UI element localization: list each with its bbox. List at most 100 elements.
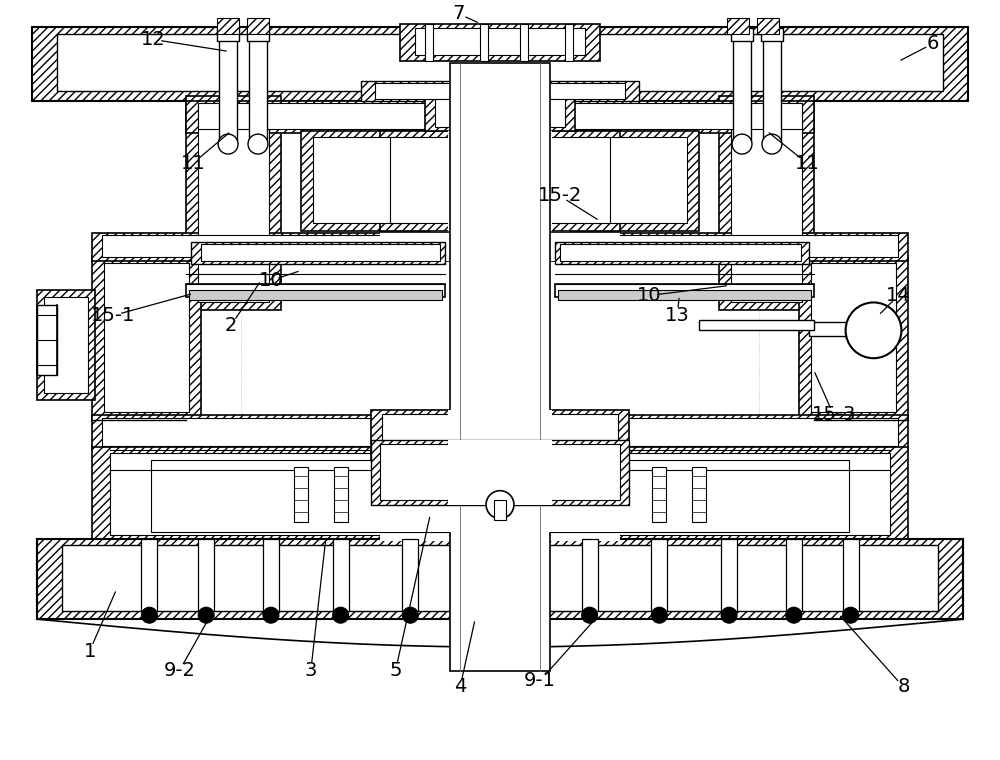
Bar <box>186 101 814 133</box>
Text: 15-2: 15-2 <box>538 186 582 205</box>
Bar <box>334 467 348 521</box>
Text: 3: 3 <box>305 661 317 680</box>
Circle shape <box>786 607 802 623</box>
Bar <box>380 444 620 499</box>
Bar <box>425 24 433 62</box>
Bar <box>448 410 552 465</box>
Circle shape <box>846 302 901 358</box>
Bar <box>400 24 600 62</box>
Circle shape <box>651 607 667 623</box>
Text: 10: 10 <box>637 286 662 305</box>
Bar <box>582 540 598 611</box>
Text: 1: 1 <box>83 641 96 660</box>
Bar <box>151 460 849 531</box>
Bar <box>301 131 430 231</box>
Bar <box>37 306 57 375</box>
Bar <box>201 244 440 261</box>
Bar <box>520 24 528 62</box>
Bar <box>425 97 575 131</box>
Bar <box>37 540 963 619</box>
Text: 5: 5 <box>389 661 402 680</box>
Circle shape <box>198 607 214 623</box>
Circle shape <box>721 607 737 623</box>
Bar <box>757 17 779 33</box>
Text: 12: 12 <box>141 30 166 49</box>
Bar <box>294 467 308 521</box>
Circle shape <box>402 607 418 623</box>
Text: 9-2: 9-2 <box>163 661 195 680</box>
Text: 11: 11 <box>794 154 819 173</box>
Bar <box>371 410 629 465</box>
Bar <box>786 540 802 611</box>
Bar <box>560 244 801 261</box>
Bar <box>448 440 552 505</box>
Bar <box>333 540 349 611</box>
Bar <box>555 242 809 264</box>
Bar <box>435 100 565 127</box>
Bar <box>582 137 687 223</box>
Bar <box>380 460 620 531</box>
Circle shape <box>582 607 598 623</box>
Bar <box>450 63 550 671</box>
Bar <box>570 131 699 231</box>
Bar <box>565 24 573 62</box>
Circle shape <box>218 134 238 154</box>
Bar <box>104 263 189 412</box>
Text: 7: 7 <box>452 4 464 23</box>
Bar <box>92 447 908 541</box>
Text: 13: 13 <box>665 306 690 325</box>
Bar <box>198 103 269 302</box>
Text: 9-1: 9-1 <box>524 671 556 690</box>
Bar <box>92 233 908 261</box>
Bar <box>731 103 802 302</box>
Bar <box>186 283 445 297</box>
Circle shape <box>843 607 859 623</box>
Bar <box>652 467 666 521</box>
Bar <box>92 255 201 420</box>
Bar <box>361 81 639 101</box>
Bar <box>390 137 610 223</box>
Circle shape <box>248 134 268 154</box>
Bar <box>843 540 859 611</box>
Bar <box>733 36 751 141</box>
Bar <box>480 24 488 62</box>
Bar <box>141 540 157 611</box>
Circle shape <box>263 607 279 623</box>
Bar <box>102 235 898 257</box>
Bar <box>380 131 620 231</box>
Bar <box>217 27 239 42</box>
Bar <box>558 290 811 300</box>
Bar <box>37 290 95 400</box>
Text: 14: 14 <box>886 286 911 305</box>
Bar <box>263 540 279 611</box>
Bar <box>217 17 239 33</box>
Bar <box>727 17 749 33</box>
Circle shape <box>486 491 514 518</box>
Bar <box>198 103 802 129</box>
Bar <box>402 540 418 611</box>
Bar <box>44 297 88 393</box>
Bar <box>247 17 269 33</box>
Bar <box>198 540 214 611</box>
Text: 6: 6 <box>927 34 939 53</box>
Text: 10: 10 <box>259 271 283 290</box>
Bar <box>219 36 237 141</box>
Bar <box>375 84 625 100</box>
Bar <box>380 415 620 450</box>
Bar <box>57 33 943 91</box>
Circle shape <box>141 607 157 623</box>
Bar <box>191 242 445 264</box>
Text: 15-3: 15-3 <box>811 406 856 425</box>
Bar <box>102 418 898 446</box>
Bar <box>189 290 442 300</box>
Circle shape <box>732 134 752 154</box>
Bar <box>731 27 753 42</box>
Bar <box>110 453 890 534</box>
Text: 15-1: 15-1 <box>91 306 136 325</box>
Bar <box>721 540 737 611</box>
Bar <box>761 27 783 42</box>
Bar <box>448 131 552 231</box>
Circle shape <box>762 134 782 154</box>
Bar <box>371 440 629 505</box>
Bar <box>92 415 908 450</box>
